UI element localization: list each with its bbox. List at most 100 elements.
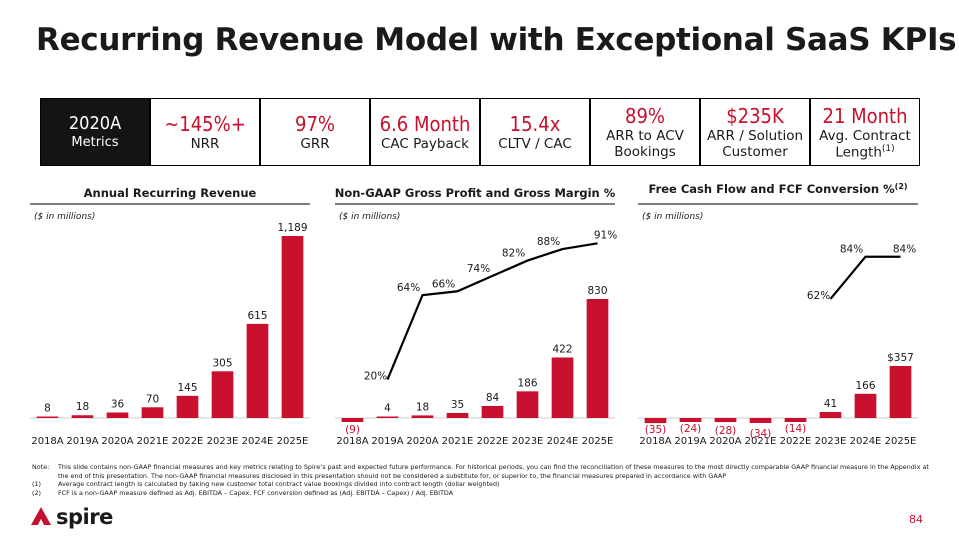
x-tick-label: 2021E	[137, 436, 169, 447]
bar	[411, 415, 434, 418]
bar	[341, 418, 364, 422]
x-tick-label: 2024E	[850, 436, 882, 447]
x-tick-label: 2024E	[242, 436, 274, 447]
x-tick-label: 2023E	[815, 436, 847, 447]
margin-label: 88%	[537, 236, 560, 248]
margin-label: 82%	[502, 248, 525, 260]
bar-value-label: 145	[177, 382, 197, 394]
bar-value-label: 70	[146, 393, 159, 405]
bar-value-label: (34)	[750, 428, 772, 440]
chart-title: Non-GAAP Gross Profit and Gross Margin %	[335, 186, 616, 200]
bar-value-label: 84	[486, 392, 500, 404]
kpi-arr-to-acv: 89% ARR to ACV Bookings	[589, 99, 699, 165]
kpi-value: $235K	[726, 103, 784, 128]
kpi-label: ARR / Solution Customer	[706, 127, 804, 160]
bar-value-label: 166	[855, 380, 875, 392]
kpi-value: 21 Month	[822, 103, 908, 128]
bar-value-label: 615	[247, 310, 267, 322]
kpi-value: ~145%+	[164, 111, 246, 136]
x-tick-label: 2023E	[512, 436, 544, 447]
x-tick-label: 2022E	[172, 436, 204, 447]
bar-value-label: 18	[416, 401, 429, 413]
bar-value-label: (35)	[645, 424, 667, 436]
spire-logo: spire	[30, 505, 113, 529]
x-tick-label: 2020A	[709, 436, 741, 447]
margin-label: 66%	[432, 278, 455, 290]
bar-value-label: 830	[587, 285, 607, 297]
kpi-label: Metrics	[71, 135, 119, 150]
footnote: (1) Average contract length is calculate…	[32, 480, 500, 489]
x-tick-label: 2022E	[780, 436, 812, 447]
x-tick-label: 2025E	[277, 436, 309, 447]
margin-line	[829, 255, 901, 300]
kpi-value: 15.4x	[509, 111, 561, 136]
bar	[854, 393, 877, 418]
bar	[714, 418, 737, 423]
bar-value-label: (9)	[345, 424, 360, 436]
margin-label: 84%	[893, 244, 916, 256]
x-tick-label: 2021E	[745, 436, 777, 447]
x-tick-label: 2018A	[31, 436, 63, 447]
page-number: 84	[909, 513, 923, 526]
kpi-label: CAC Payback	[380, 135, 470, 152]
kpi-grr: 97% GRR	[259, 99, 369, 165]
bar-value-label: 8	[44, 403, 51, 415]
bar-value-label: (28)	[715, 425, 737, 437]
margin-label: 91%	[594, 229, 617, 241]
bar-value-label: 35	[451, 399, 464, 411]
chart-title: Annual Recurring Revenue	[84, 186, 257, 200]
margin-label: 20%	[364, 371, 387, 383]
bar-value-label: (14)	[785, 423, 807, 435]
bar	[211, 371, 234, 418]
bar	[516, 391, 539, 418]
kpi-value: 97%	[295, 111, 335, 136]
bar-value-label: 36	[111, 398, 125, 410]
bar	[106, 412, 129, 418]
unit-label: ($ in millions)	[339, 212, 400, 222]
margin-line	[386, 242, 598, 381]
spire-logo-icon	[31, 507, 51, 525]
kpi-value: 6.6 Month	[379, 111, 471, 136]
x-tick-label: 2025E	[582, 436, 614, 447]
bar	[889, 366, 912, 418]
bar-value-label: 4	[384, 403, 391, 415]
kpi-label: CLTV / CAC	[498, 135, 572, 152]
chart-title: Free Cash Flow and FCF Conversion %(2)	[648, 182, 907, 197]
bar-value-label: 305	[212, 357, 232, 369]
bar	[36, 416, 59, 418]
unit-label: ($ in millions)	[642, 212, 703, 222]
x-tick-label: 2022E	[477, 436, 509, 447]
kpi-value: 2020A	[68, 113, 122, 135]
bar-value-label: 1,189	[277, 222, 307, 234]
bar	[586, 299, 609, 418]
x-tick-label: 2019A	[371, 436, 403, 447]
x-tick-label: 2020A	[101, 436, 133, 447]
kpi-contract-length: 21 Month Avg. Contract Length(1)	[809, 99, 919, 165]
page-title: Recurring Revenue Model with Exceptional…	[36, 22, 957, 58]
x-tick-label: 2018A	[336, 436, 368, 447]
bar	[246, 323, 269, 418]
charts-area: Annual Recurring Revenue ($ in millions) 8…	[30, 182, 918, 447]
kpi-label: NRR	[190, 135, 220, 152]
kpi-cltv-cac: 15.4x CLTV / CAC	[479, 99, 589, 165]
x-tick-label: 2019A	[674, 436, 706, 447]
footnote: (2) FCF is a non-GAAP measure defined as…	[32, 488, 454, 497]
bar-value-label: $357	[887, 352, 914, 364]
kpi-nrr: ~145%+ NRR	[149, 99, 259, 165]
x-tick-label: 2025E	[885, 436, 917, 447]
x-tick-label: 2024E	[547, 436, 579, 447]
bar	[551, 357, 574, 418]
x-tick-label: 2019A	[66, 436, 98, 447]
bar-value-label: 186	[517, 377, 537, 389]
margin-label: 84%	[840, 244, 863, 256]
bar	[644, 418, 667, 424]
kpi-label: Avg. Contract Length(1)	[819, 127, 911, 161]
bar	[141, 407, 164, 418]
bar	[281, 236, 304, 418]
bar	[71, 415, 94, 418]
kpi-label: ARR to ACV Bookings	[606, 127, 684, 160]
bar	[446, 412, 469, 418]
margin-label: 64%	[397, 282, 420, 294]
footnotes: Note: This slide contains non-GAAP finan…	[32, 463, 932, 498]
footnote: Note: This slide contains non-GAAP finan…	[32, 463, 929, 480]
